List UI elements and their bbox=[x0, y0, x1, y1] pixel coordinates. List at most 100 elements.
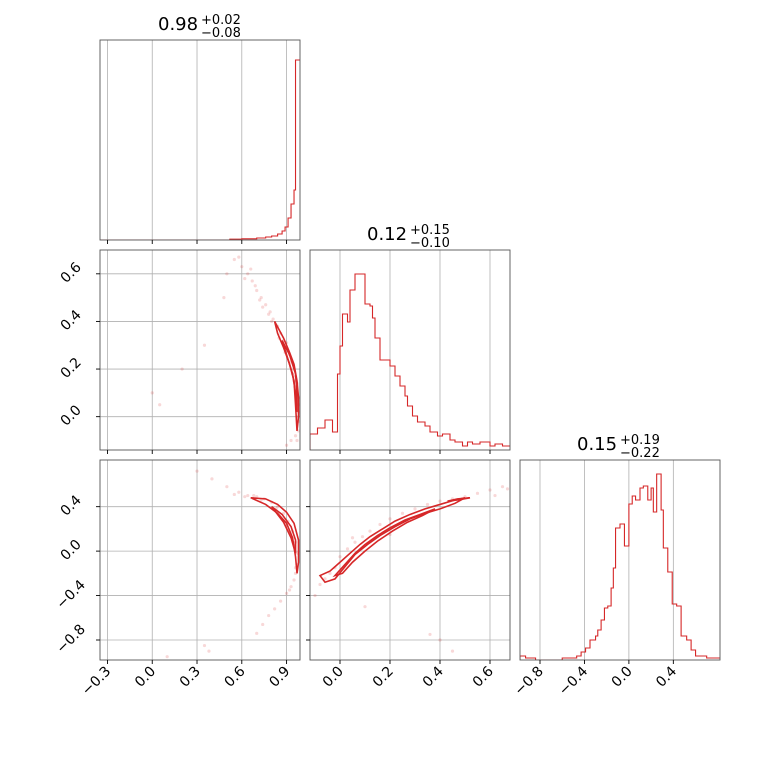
diag-1-plot-area bbox=[310, 273, 510, 450]
lower-2-0-contour-0 bbox=[250, 496, 300, 574]
title-diag-0-value: 0.98 bbox=[158, 14, 198, 35]
axes-frame bbox=[309, 459, 511, 661]
lower-2-1-sample-point bbox=[363, 605, 367, 609]
lower-2-1-sample-point bbox=[425, 502, 430, 507]
lower-1-0-sample-point bbox=[225, 272, 229, 276]
lower-1-0-sample-point bbox=[222, 296, 226, 300]
lower-2-0-sample-point bbox=[165, 655, 169, 659]
lower-2-0-sample-point bbox=[255, 631, 259, 635]
lower-2-0-sample-point bbox=[292, 578, 296, 582]
lower-1-0-sample-point bbox=[293, 434, 298, 438]
lower-2-1-tick-label-x: 0.0 bbox=[320, 664, 347, 691]
title-diag-2-minus: −0.22 bbox=[620, 446, 660, 461]
lower-1-0-sample-point bbox=[267, 312, 271, 316]
lower-2-1-sample-point bbox=[378, 522, 382, 527]
lower-1-0-sample-point bbox=[232, 257, 236, 262]
lower-2-0-sample-point bbox=[252, 493, 256, 498]
lower-2-0-tick-label-x: −0.3 bbox=[79, 664, 114, 699]
lower-2-0-sample-point bbox=[195, 469, 199, 473]
lower-2-0-sample-point bbox=[273, 607, 277, 611]
lower-2-1-sample-point bbox=[400, 511, 405, 515]
lower-1-0-sample-point bbox=[258, 298, 262, 302]
lower-2-0-sample-point bbox=[287, 588, 292, 592]
lower-2-1-sample-point bbox=[353, 540, 357, 544]
axes-frame bbox=[519, 459, 721, 661]
lower-2-0-sample-point bbox=[246, 493, 250, 498]
lower-1-0-sample-point bbox=[243, 276, 247, 281]
title-diag-0-plus: +0.02 bbox=[201, 13, 241, 28]
panel-lower-2-1: 0.0 0.2 0.4 0.6 bbox=[306, 459, 511, 691]
lower-2-1-sample-point bbox=[323, 577, 327, 581]
lower-2-0-sample-point bbox=[284, 591, 289, 595]
title-diag-2: 0.15 bbox=[577, 434, 617, 455]
lower-2-0-contour-1 bbox=[271, 506, 297, 554]
lower-2-1-sample-point bbox=[368, 529, 372, 533]
axes-frame bbox=[99, 249, 301, 451]
lower-2-1-plot-area bbox=[313, 485, 510, 653]
lower-2-1-sample-point bbox=[338, 555, 342, 559]
lower-1-0-sample-point bbox=[240, 265, 244, 269]
title-diag-2-value: 0.15 bbox=[577, 434, 617, 455]
lower-2-1-contour-1 bbox=[332, 508, 436, 578]
lower-2-0-tick-label-x: 0.3 bbox=[177, 664, 204, 691]
panel-lower-2-0: −0.3 0.0 0.3 0.6 0.9 −0.8 −0.4 0.0 0.4 bbox=[53, 459, 301, 699]
lower-2-0-sample-point bbox=[202, 643, 207, 648]
lower-1-0-tick-label-y: 0.0 bbox=[58, 402, 85, 429]
lower-2-1-sample-point bbox=[505, 487, 510, 491]
title-diag-1-plus: +0.15 bbox=[410, 223, 450, 238]
lower-2-1-sample-point bbox=[500, 485, 505, 489]
panel-diag-0 bbox=[99, 39, 301, 244]
title-diag-0-minus: −0.08 bbox=[201, 26, 241, 41]
lower-2-0-sample-point bbox=[210, 477, 214, 481]
lower-1-0-sample-point bbox=[295, 438, 299, 443]
diag-0-plot-area bbox=[100, 59, 300, 240]
lower-2-0-tick-label-y: 0.0 bbox=[58, 537, 85, 564]
lower-2-0-tick-label-x: 0.0 bbox=[132, 664, 159, 691]
axes-frame bbox=[309, 249, 511, 451]
lower-2-1-sample-point bbox=[360, 535, 365, 539]
lower-1-0-tick-label-y: 0.2 bbox=[58, 355, 85, 382]
lower-2-0-tick-label-y: −0.4 bbox=[53, 577, 88, 612]
lower-1-0-tick-label-y: 0.4 bbox=[58, 307, 85, 334]
lower-1-0-sample-point bbox=[289, 438, 293, 443]
lower-2-1-tick-label-x: 0.4 bbox=[420, 663, 447, 690]
lower-1-0-sample-point bbox=[158, 403, 162, 407]
lower-1-0-sample-point bbox=[259, 296, 263, 300]
lower-2-0-sample-point bbox=[237, 490, 241, 494]
lower-2-1-tick-label-x: 0.2 bbox=[370, 664, 397, 691]
lower-2-0-tick-label-x: 0.9 bbox=[266, 664, 293, 691]
lower-1-0-sample-point bbox=[202, 343, 207, 347]
title-diag-1-minus: −0.10 bbox=[410, 236, 450, 251]
lower-1-0-sample-point bbox=[284, 443, 289, 447]
lower-1-0-sample-point bbox=[150, 391, 154, 395]
lower-2-1-sample-point bbox=[428, 632, 432, 637]
lower-2-0-sample-point bbox=[207, 649, 211, 653]
lower-2-0-tick-label-x: 0.6 bbox=[222, 663, 249, 690]
lower-2-0-sample-point bbox=[261, 622, 265, 627]
lower-2-0-sample-point bbox=[278, 599, 283, 603]
lower-2-0-sample-point bbox=[243, 495, 247, 499]
lower-2-1-sample-point bbox=[318, 582, 322, 587]
lower-2-1-sample-point bbox=[388, 517, 392, 521]
lower-2-0-sample-point bbox=[289, 585, 293, 589]
diag-1-histogram-step bbox=[310, 273, 510, 450]
lower-2-0-plot-area bbox=[165, 469, 300, 659]
lower-2-0-tick-label-y: 0.4 bbox=[58, 492, 85, 519]
lower-1-0-sample-point bbox=[249, 267, 253, 271]
diag-2-tick-label-x: 0.0 bbox=[609, 664, 636, 691]
lower-2-1-sample-point bbox=[438, 638, 442, 642]
lower-1-0-sample-point bbox=[250, 279, 254, 283]
title-diag-0: 0.98 bbox=[158, 14, 198, 35]
lower-1-0-sample-point bbox=[264, 303, 268, 307]
panel-diag-1 bbox=[309, 249, 511, 454]
diag-2-tick-label-x: −0.8 bbox=[511, 664, 546, 699]
lower-2-0-tick-label-y: −0.8 bbox=[53, 621, 88, 656]
lower-2-0-sample-point bbox=[267, 613, 271, 618]
lower-1-0-sample-point bbox=[180, 367, 184, 371]
lower-1-0-plot-area bbox=[150, 255, 300, 447]
lower-2-1-sample-point bbox=[450, 649, 455, 653]
panel-lower-1-0: 0.0 0.2 0.4 0.6 bbox=[58, 249, 301, 454]
lower-2-1-sample-point bbox=[313, 593, 317, 598]
title-diag-2-plus: +0.19 bbox=[620, 433, 660, 448]
